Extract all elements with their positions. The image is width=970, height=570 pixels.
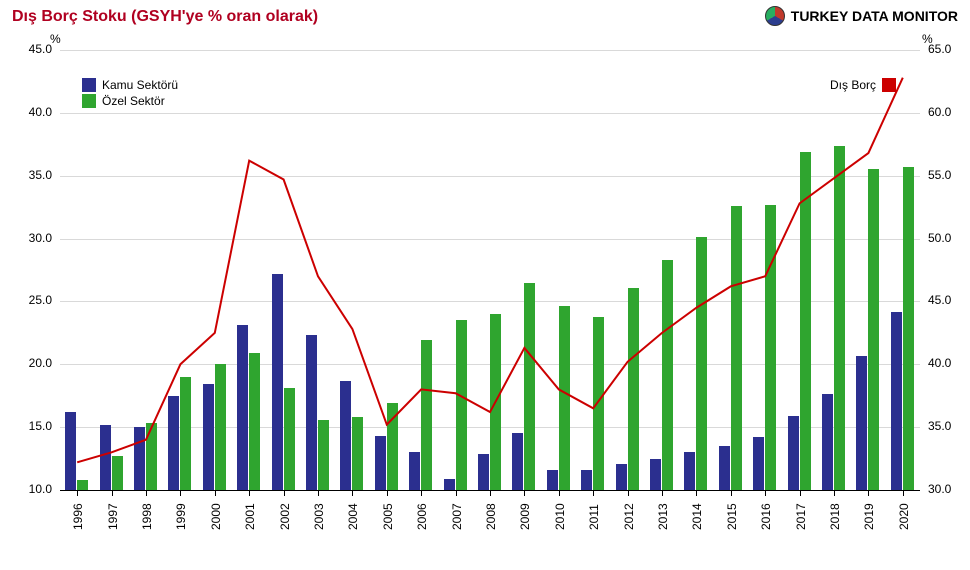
legend-swatch [882, 78, 896, 92]
xtick-label: 2005 [381, 503, 395, 530]
xtick [868, 490, 869, 496]
xtick-label: 2008 [484, 503, 498, 530]
xtick [559, 490, 560, 496]
ytick-left: 30.0 [12, 231, 52, 245]
ytick-left: 40.0 [12, 105, 52, 119]
xtick [318, 490, 319, 496]
legend: Kamu Sektörü Özel Sektör [82, 78, 178, 110]
xtick-label: 1998 [140, 503, 154, 530]
ytick-right: 45.0 [928, 293, 951, 307]
xtick [180, 490, 181, 496]
line-series [77, 78, 903, 463]
right-axis-label: % [922, 32, 933, 46]
ytick-right: 60.0 [928, 105, 951, 119]
xtick [387, 490, 388, 496]
xtick [490, 490, 491, 496]
legend-label: Kamu Sektörü [102, 78, 178, 92]
ytick-left: 10.0 [12, 482, 52, 496]
xtick [352, 490, 353, 496]
ytick-left: 20.0 [12, 356, 52, 370]
legend-label: Özel Sektör [102, 94, 165, 108]
ytick-left: 25.0 [12, 293, 52, 307]
xtick [765, 490, 766, 496]
xtick [146, 490, 147, 496]
xtick-label: 2007 [450, 503, 464, 530]
xtick [215, 490, 216, 496]
xtick-label: 2017 [794, 503, 808, 530]
xtick-label: 1997 [106, 503, 120, 530]
xtick [112, 490, 113, 496]
xtick-label: 2019 [862, 503, 876, 530]
xtick-label: 2006 [415, 503, 429, 530]
ytick-right: 30.0 [928, 482, 951, 496]
xtick-label: 2012 [622, 503, 636, 530]
xtick-label: 2001 [243, 503, 257, 530]
ytick-left: 15.0 [12, 419, 52, 433]
left-axis-label: % [50, 32, 61, 46]
chart-title: Dış Borç Stoku (GSYH'ye % oran olarak) [12, 8, 318, 26]
line-layer [60, 50, 920, 490]
xtick [249, 490, 250, 496]
xtick [524, 490, 525, 496]
ytick-right: 55.0 [928, 168, 951, 182]
xtick-label: 2000 [209, 503, 223, 530]
legend-label: Dış Borç [830, 78, 876, 92]
xtick-label: 1999 [174, 503, 188, 530]
ytick-right: 40.0 [928, 356, 951, 370]
ytick-left: 35.0 [12, 168, 52, 182]
xtick [662, 490, 663, 496]
plot-area: 10.015.020.025.030.035.040.045.030.035.0… [60, 50, 920, 490]
xtick-label: 1996 [71, 503, 85, 530]
xtick-label: 2009 [518, 503, 532, 530]
ytick-left: 45.0 [12, 42, 52, 56]
ytick-right: 50.0 [928, 231, 951, 245]
legend-item: Kamu Sektörü [82, 78, 178, 92]
xtick-label: 2016 [759, 503, 773, 530]
brand-block: TURKEY DATA MONITOR [765, 6, 958, 26]
xtick-label: 2014 [690, 503, 704, 530]
xtick [77, 490, 78, 496]
legend-item: Dış Borç [830, 78, 896, 92]
xtick [421, 490, 422, 496]
xtick [696, 490, 697, 496]
xtick [456, 490, 457, 496]
xtick-label: 2018 [828, 503, 842, 530]
xtick-label: 2004 [346, 503, 360, 530]
xtick [284, 490, 285, 496]
legend-swatch [82, 78, 96, 92]
legend-swatch [82, 94, 96, 108]
xtick-label: 2015 [725, 503, 739, 530]
brand-text: TURKEY DATA MONITOR [791, 8, 958, 24]
xtick-label: 2011 [587, 504, 601, 530]
xtick [903, 490, 904, 496]
xtick-label: 2010 [553, 503, 567, 530]
brand-icon [765, 6, 785, 26]
xtick [628, 490, 629, 496]
xtick [593, 490, 594, 496]
ytick-right: 35.0 [928, 419, 951, 433]
xtick-label: 2020 [897, 503, 911, 530]
xtick-label: 2003 [312, 503, 326, 530]
xtick [834, 490, 835, 496]
xtick [731, 490, 732, 496]
xtick-label: 2013 [656, 503, 670, 530]
legend-item: Özel Sektör [82, 94, 178, 108]
chart-container: Dış Borç Stoku (GSYH'ye % oran olarak) T… [0, 0, 970, 570]
legend: Dış Borç [830, 78, 896, 94]
xtick [800, 490, 801, 496]
xtick-label: 2002 [278, 503, 292, 530]
